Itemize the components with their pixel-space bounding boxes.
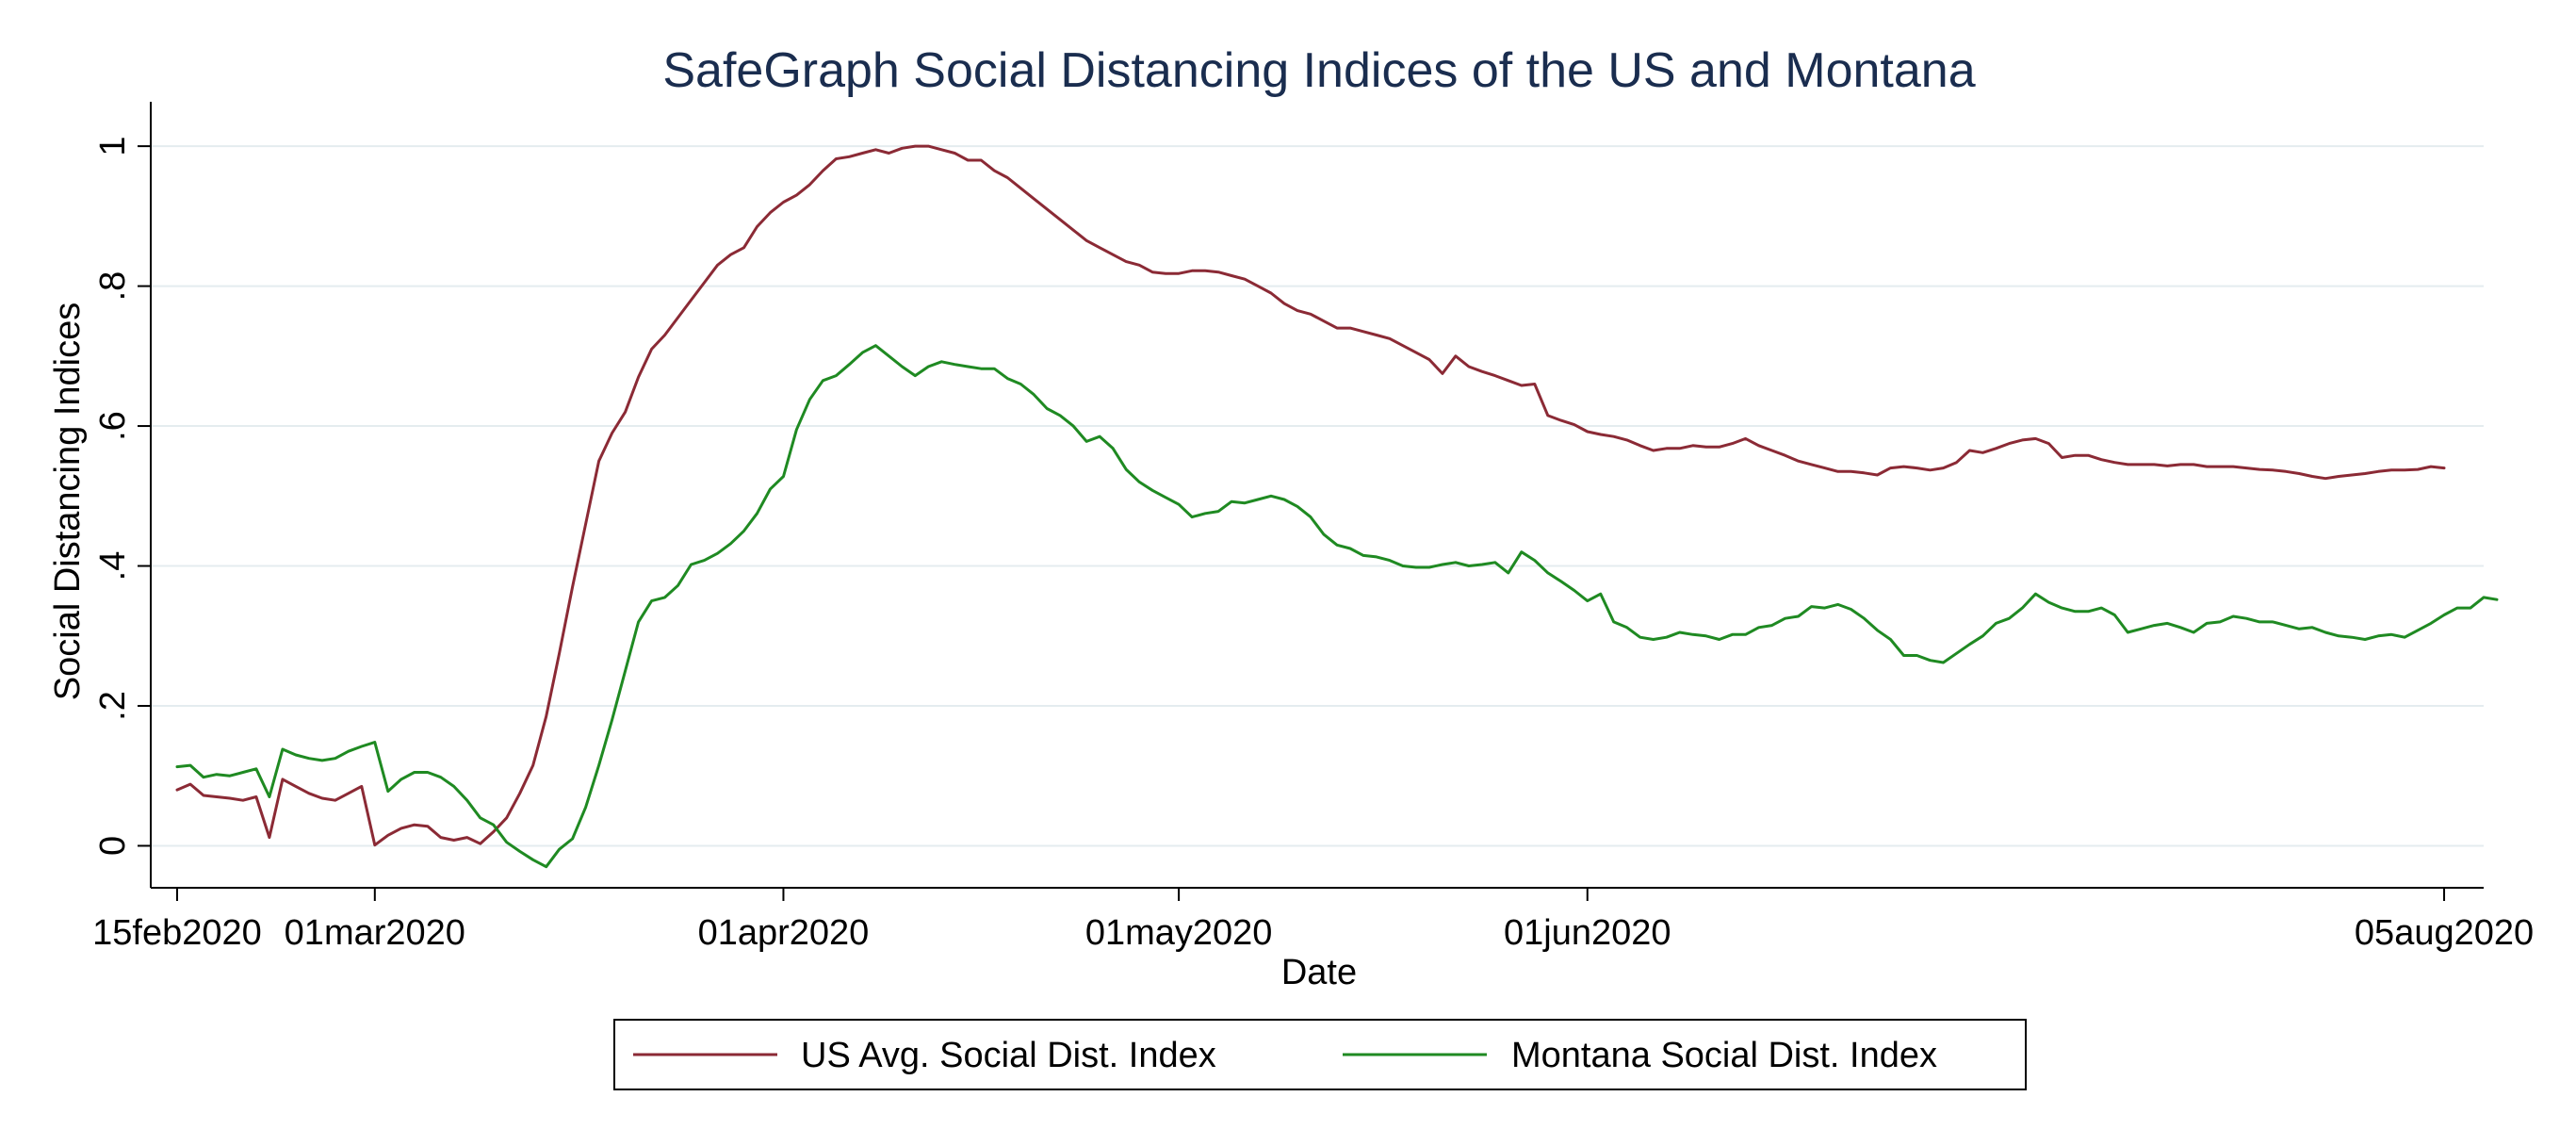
montana-series-line: [175, 344, 2499, 869]
y-tick-label: .8: [93, 271, 133, 302]
y-tick-label: .4: [93, 551, 133, 581]
legend-box: [613, 1019, 2027, 1090]
us-series-line: [175, 144, 2446, 847]
x-tick-label: 05aug2020: [2355, 913, 2534, 953]
axes: 0 .2 .4 .6 .8 1 15feb2020 01mar2020 01apr2020 01m…: [92, 102, 2534, 953]
y-tick-label: 0: [93, 836, 133, 856]
legend-label-montana: Montana Social Dist. Index: [1511, 1036, 1937, 1075]
y-axis-title: Social Distancing Indices: [48, 303, 88, 700]
legend: US Avg. Social Dist. Index Montana Socia…: [613, 1019, 2027, 1090]
y-tick-label: .6: [93, 411, 133, 441]
x-axis-title: Date: [1281, 953, 1357, 992]
x-tick-label: 01jun2020: [1504, 913, 1671, 953]
data-series: [175, 144, 2499, 869]
grid-lines: [151, 145, 2484, 847]
y-tick-label: .2: [93, 691, 133, 721]
legend-label-us: US Avg. Social Dist. Index: [801, 1036, 1216, 1075]
x-tick-label: 15feb2020: [92, 913, 262, 953]
y-tick-label: 1: [93, 137, 133, 156]
x-tick-label: 01apr2020: [698, 913, 870, 953]
chart-title: SafeGraph Social Distancing Indices of t…: [662, 43, 1975, 98]
x-tick-label: 01mar2020: [285, 913, 465, 953]
x-tick-label: 01may2020: [1085, 913, 1273, 953]
